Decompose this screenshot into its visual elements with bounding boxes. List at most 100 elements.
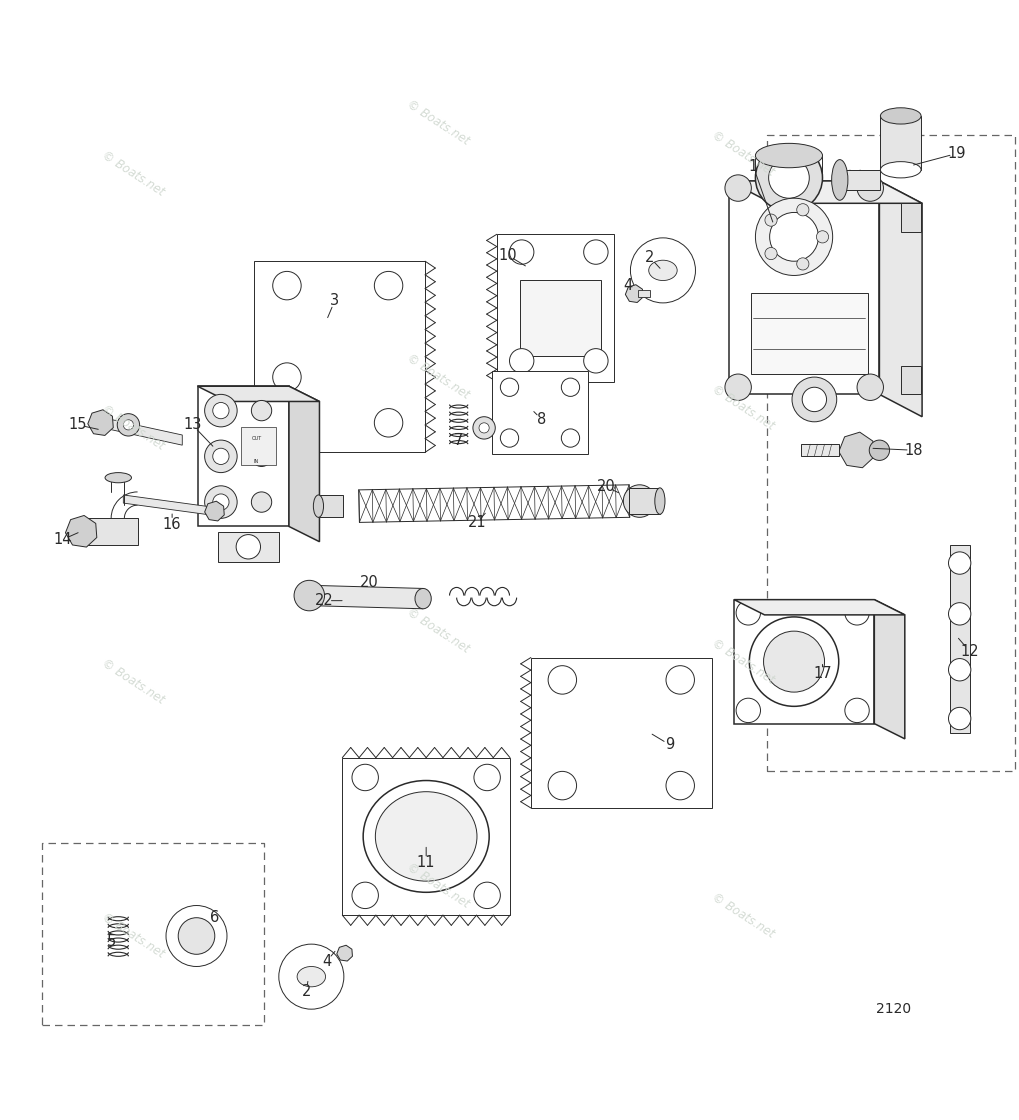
- Text: 7: 7: [454, 432, 464, 448]
- Circle shape: [857, 175, 883, 202]
- Circle shape: [792, 377, 837, 422]
- Ellipse shape: [832, 160, 848, 200]
- Circle shape: [584, 348, 608, 373]
- Circle shape: [561, 429, 580, 447]
- Text: 15: 15: [68, 418, 87, 432]
- Polygon shape: [315, 586, 423, 609]
- Text: 2: 2: [302, 984, 311, 999]
- Circle shape: [725, 175, 751, 202]
- Polygon shape: [289, 386, 320, 542]
- Circle shape: [178, 917, 215, 954]
- Circle shape: [279, 944, 343, 1009]
- Text: © Boats.net: © Boats.net: [405, 352, 472, 402]
- Text: 5: 5: [107, 934, 116, 949]
- Circle shape: [205, 440, 237, 473]
- Text: 2: 2: [645, 250, 654, 264]
- Circle shape: [797, 258, 809, 270]
- Polygon shape: [879, 181, 922, 417]
- Circle shape: [205, 486, 237, 519]
- Text: 11: 11: [417, 856, 435, 870]
- Ellipse shape: [755, 143, 822, 168]
- Text: 4: 4: [624, 278, 633, 293]
- Text: © Boats.net: © Boats.net: [100, 657, 167, 707]
- Polygon shape: [359, 485, 630, 522]
- Text: IN: IN: [254, 459, 259, 464]
- Bar: [492, 371, 588, 455]
- Polygon shape: [342, 757, 510, 915]
- Circle shape: [236, 534, 261, 559]
- Circle shape: [845, 698, 869, 722]
- Polygon shape: [801, 445, 839, 456]
- Circle shape: [510, 240, 534, 264]
- Circle shape: [474, 883, 500, 908]
- Bar: [751, 292, 868, 374]
- Circle shape: [624, 485, 656, 517]
- Ellipse shape: [375, 792, 477, 881]
- Polygon shape: [626, 284, 643, 302]
- Circle shape: [755, 144, 822, 212]
- Polygon shape: [88, 410, 113, 436]
- Circle shape: [548, 772, 577, 800]
- Circle shape: [949, 708, 971, 730]
- Text: © Boats.net: © Boats.net: [709, 129, 776, 178]
- Text: 4: 4: [322, 954, 331, 969]
- Polygon shape: [65, 515, 97, 547]
- Text: © Boats.net: © Boats.net: [405, 860, 472, 911]
- Polygon shape: [630, 488, 660, 514]
- Circle shape: [510, 348, 534, 373]
- Circle shape: [666, 772, 695, 800]
- Text: OUT: OUT: [252, 436, 262, 440]
- Text: 12: 12: [961, 644, 979, 659]
- Circle shape: [374, 271, 403, 300]
- Text: © Boats.net: © Boats.net: [100, 911, 167, 961]
- Circle shape: [352, 764, 378, 791]
- Text: © Boats.net: © Boats.net: [100, 403, 167, 452]
- Circle shape: [765, 214, 777, 226]
- Circle shape: [352, 883, 378, 908]
- Text: 18: 18: [905, 442, 923, 458]
- Circle shape: [584, 240, 608, 264]
- Circle shape: [123, 420, 133, 430]
- Circle shape: [736, 698, 760, 722]
- Circle shape: [949, 659, 971, 681]
- Text: 10: 10: [498, 248, 517, 262]
- Text: © Boats.net: © Boats.net: [405, 99, 472, 148]
- Text: 9: 9: [665, 737, 675, 753]
- Text: 21: 21: [468, 515, 486, 530]
- Circle shape: [213, 448, 229, 465]
- Ellipse shape: [298, 967, 325, 987]
- Ellipse shape: [105, 473, 131, 483]
- Bar: [218, 532, 279, 562]
- Text: 19: 19: [948, 146, 966, 161]
- Ellipse shape: [314, 495, 323, 517]
- Circle shape: [816, 231, 828, 243]
- Text: © Boats.net: © Boats.net: [709, 890, 776, 941]
- Circle shape: [294, 580, 324, 610]
- Circle shape: [213, 402, 229, 419]
- Text: 22: 22: [315, 594, 334, 608]
- Polygon shape: [734, 599, 905, 615]
- Bar: [950, 545, 970, 734]
- Polygon shape: [255, 261, 425, 452]
- Text: © Boats.net: © Boats.net: [100, 149, 167, 199]
- Circle shape: [857, 374, 883, 401]
- Ellipse shape: [655, 488, 665, 514]
- Circle shape: [500, 379, 519, 396]
- Text: 17: 17: [813, 666, 832, 681]
- Bar: [734, 599, 874, 724]
- Circle shape: [749, 617, 839, 707]
- Circle shape: [117, 413, 140, 436]
- Polygon shape: [205, 501, 224, 521]
- Circle shape: [213, 494, 229, 511]
- Polygon shape: [729, 181, 879, 394]
- Circle shape: [763, 632, 824, 692]
- Ellipse shape: [307, 586, 323, 606]
- Polygon shape: [874, 599, 905, 739]
- Circle shape: [252, 446, 272, 467]
- Circle shape: [205, 394, 237, 427]
- Bar: [901, 204, 921, 232]
- Circle shape: [755, 198, 833, 276]
- Circle shape: [273, 363, 302, 391]
- Text: 20: 20: [597, 479, 615, 494]
- Bar: [638, 290, 650, 297]
